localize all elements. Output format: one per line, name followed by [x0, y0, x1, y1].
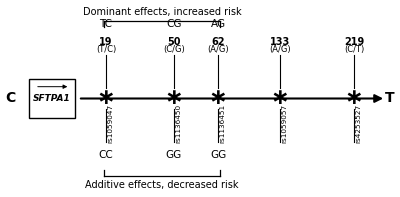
- Text: ∗: ∗: [345, 88, 363, 109]
- Text: Dominant effects, increased risk: Dominant effects, increased risk: [83, 7, 241, 17]
- Text: ∗: ∗: [209, 88, 227, 109]
- Text: 133: 133: [270, 37, 290, 47]
- Text: (A/G): (A/G): [269, 45, 291, 54]
- Text: (C/T): (C/T): [344, 45, 364, 54]
- Text: Additive effects, decreased risk: Additive effects, decreased risk: [85, 180, 239, 190]
- Text: 219: 219: [344, 37, 364, 47]
- Text: rs1136450: rs1136450: [176, 104, 182, 143]
- Text: TC: TC: [100, 19, 112, 29]
- Text: GG: GG: [210, 150, 226, 160]
- Text: (C/G): (C/G): [163, 45, 185, 54]
- Text: C: C: [5, 91, 15, 106]
- Text: rs1059047: rs1059047: [108, 104, 114, 143]
- Text: SFTPA1: SFTPA1: [33, 94, 71, 103]
- Text: (T/C): (T/C): [96, 45, 116, 54]
- Text: CC: CC: [99, 150, 113, 160]
- Text: rs1136451: rs1136451: [220, 104, 226, 143]
- Text: (A/G): (A/G): [207, 45, 229, 54]
- Text: ∗: ∗: [97, 88, 115, 109]
- Text: rs4253527: rs4253527: [356, 104, 362, 143]
- Text: rs1059057: rs1059057: [282, 104, 288, 143]
- FancyBboxPatch shape: [29, 79, 75, 118]
- Text: GG: GG: [166, 150, 182, 160]
- Text: 50: 50: [167, 37, 181, 47]
- Text: T: T: [385, 91, 395, 106]
- Text: AG: AG: [210, 19, 226, 29]
- Text: ∗: ∗: [271, 88, 289, 109]
- Text: 62: 62: [211, 37, 225, 47]
- Text: 19: 19: [99, 37, 113, 47]
- Text: ∗: ∗: [165, 88, 183, 109]
- Text: CG: CG: [166, 19, 182, 29]
